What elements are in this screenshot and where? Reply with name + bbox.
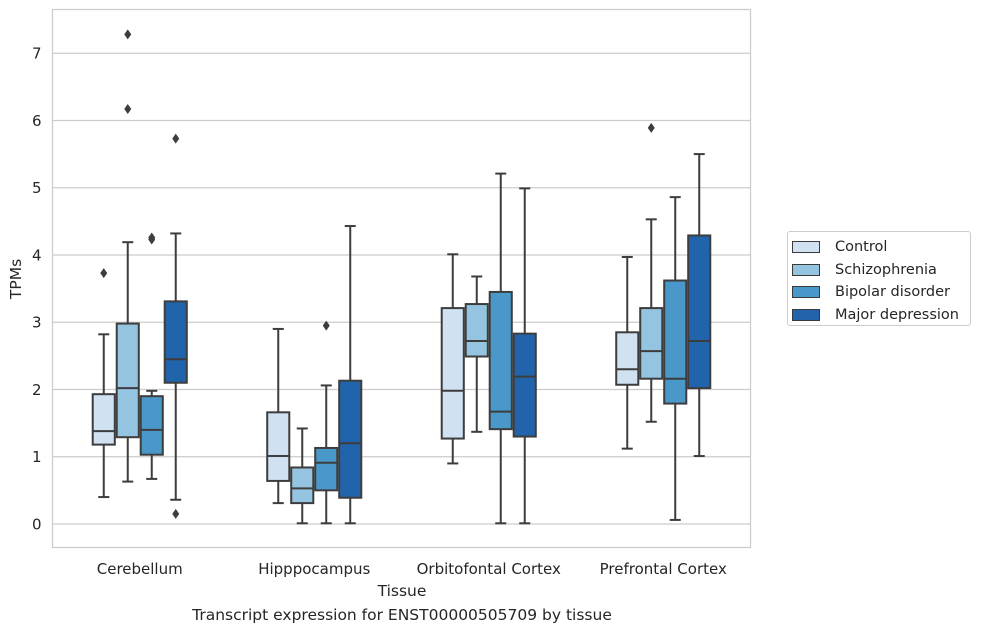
y-tick-label: 0: [32, 515, 42, 533]
box: [163, 300, 188, 384]
y-tick-label: 3: [32, 314, 42, 332]
legend-item: Control: [792, 236, 970, 259]
outlier-point: [124, 29, 132, 40]
outlier-point: [148, 232, 156, 243]
legend-item: Bipolar disorder: [792, 281, 970, 304]
box: [115, 322, 140, 439]
y-tick-label: 5: [32, 179, 42, 197]
box: [91, 393, 116, 446]
box: [464, 303, 489, 358]
legend-swatch: [792, 241, 820, 254]
box: [488, 290, 513, 431]
box: [639, 307, 664, 380]
box: [512, 332, 537, 438]
box: [663, 279, 688, 405]
box: [338, 379, 363, 499]
legend-swatch: [792, 263, 820, 276]
box: [687, 234, 712, 390]
box: [290, 466, 315, 505]
outlier-point: [172, 508, 180, 519]
y-tick-label: 6: [32, 112, 42, 130]
box: [615, 331, 640, 386]
legend-label: Schizophrenia: [835, 261, 937, 278]
x-tick-label: Hipppocampus: [258, 560, 370, 578]
x-tick-label: Orbitofontal Cortex: [417, 560, 561, 578]
y-tick-label: 4: [32, 246, 42, 264]
box: [266, 411, 291, 482]
legend-label: Control: [835, 239, 888, 256]
legend-label: Bipolar disorder: [835, 284, 950, 301]
legend-swatch: [792, 286, 820, 299]
outlier-point: [100, 268, 108, 279]
legend-item: Schizophrenia: [792, 259, 970, 282]
outlier-point: [647, 122, 655, 133]
box: [314, 446, 339, 492]
y-tick-label: 7: [32, 45, 42, 63]
box: [139, 395, 164, 456]
x-axis-label: Tissue: [377, 582, 427, 600]
legend-swatch: [792, 308, 820, 321]
box-series: [91, 29, 712, 525]
y-tick-label: 2: [32, 381, 42, 399]
legend-label: Major depression: [835, 306, 959, 323]
chart-caption: Transcript expression for ENST0000050570…: [192, 606, 612, 624]
y-axis-ticks: 0 1 2 3 4 5 6 7: [32, 45, 42, 534]
outlier-point: [124, 104, 132, 115]
legend: Control Schizophrenia Bipolar disorder Majo…: [787, 231, 971, 326]
outlier-point: [322, 320, 330, 331]
y-axis-label: TPMs: [7, 259, 25, 300]
outlier-point: [172, 133, 180, 144]
x-tick-label: Cerebellum: [97, 560, 183, 578]
y-tick-label: 1: [32, 448, 42, 466]
box: [440, 307, 465, 440]
x-axis-ticks: Cerebellum Hipppocampus Orbitofontal Corte…: [97, 560, 727, 578]
x-tick-label: Prefrontal Cortex: [600, 560, 727, 578]
legend-item: Major depression: [792, 304, 970, 327]
plot-frame: [51, 8, 752, 549]
